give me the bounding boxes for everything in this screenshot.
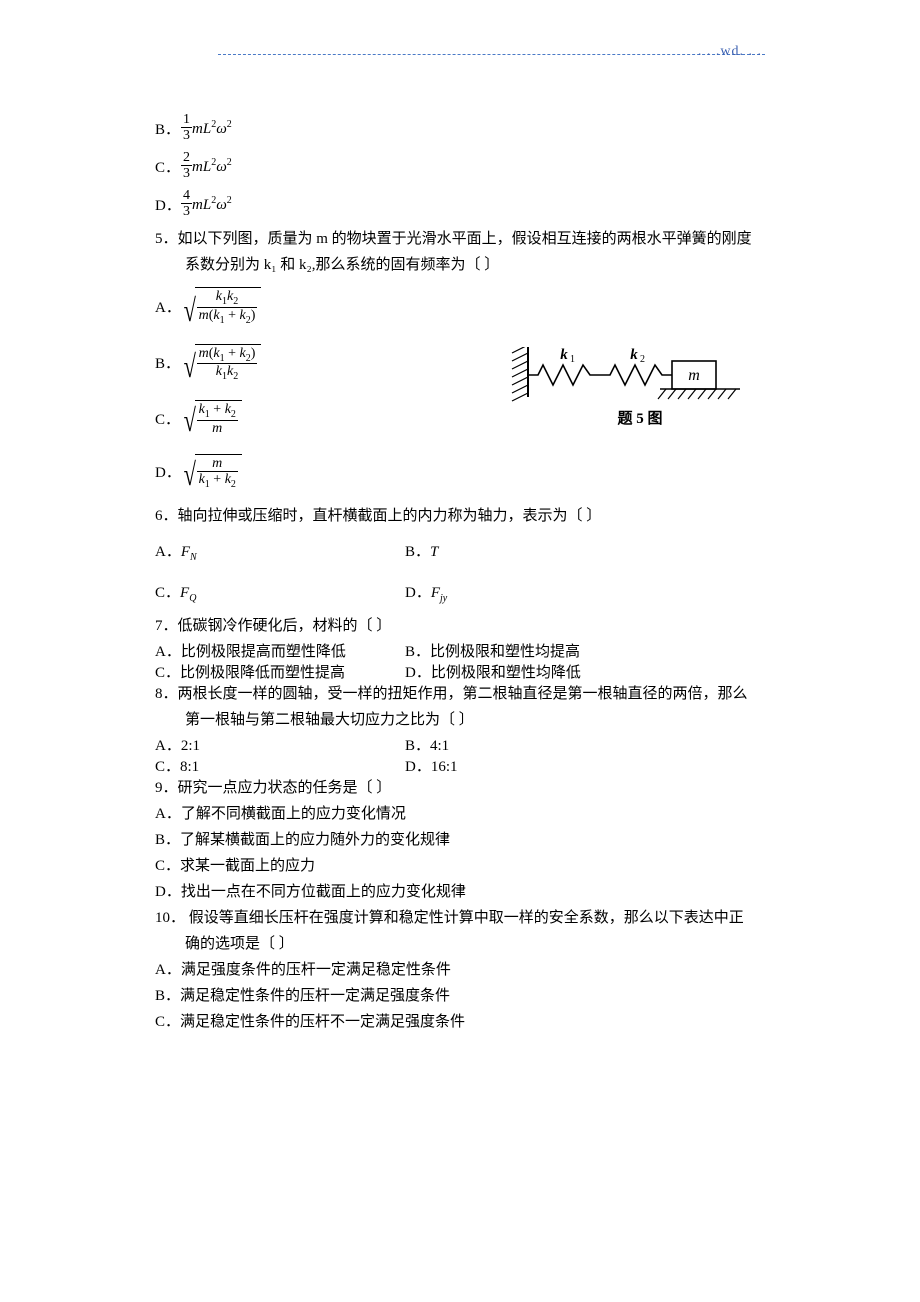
q5-option-a: A． √ k1k2 m(k1 + k2) <box>155 287 765 326</box>
header-dashed-line <box>218 54 765 55</box>
q9-option-d: D．找出一点在不同方位截面上的应力变化规律 <box>155 880 765 904</box>
q10-option-a: A．满足强度条件的压杆一定满足稳定性条件 <box>155 958 765 982</box>
q9-stem: 9．研究一点应力状态的任务是〔 〕 <box>155 776 765 800</box>
svg-text:k: k <box>560 347 568 363</box>
fraction: 4 3 <box>181 189 192 219</box>
q8-option-b: B．4:1 <box>405 734 449 755</box>
q4-option-b: B． 1 3 mL2ω2 <box>155 113 765 143</box>
option-label: C． <box>155 408 181 429</box>
q10-option-b: B．满足稳定性条件的压杆一定满足强度条件 <box>155 984 765 1008</box>
q5-diagram-caption: 题 5 图 <box>510 407 770 428</box>
page-content: B． 1 3 mL2ω2 C． 2 3 mL2ω2 D． 4 3 mL2ω2 5… <box>155 113 765 1036</box>
q6-stem: 6．轴向拉伸或压缩时，直杆横截面上的内力称为轴力，表示为〔 〕 <box>155 504 765 528</box>
fraction: 1 3 <box>181 113 192 143</box>
q5-stem-line2: 系数分别为 k₁ 和 k₂,那么系统的固有频率为〔 〕 <box>155 253 765 277</box>
q4-option-d: D． 4 3 mL2ω2 <box>155 189 765 219</box>
denominator: 3 <box>181 128 192 143</box>
numerator: k1k2 <box>197 290 258 308</box>
sqrt: √ k1 + k2 m <box>181 400 242 436</box>
q8-stem-line1: 8．两根长度一样的圆轴，受一样的扭矩作用，第二根轴直径是第一根轴直径的两倍，那么 <box>155 682 765 706</box>
header-wd-text: . . .wd. . . <box>698 44 762 60</box>
expr: mL2ω2 <box>192 157 232 176</box>
numerator: 1 <box>181 113 192 128</box>
numerator: m(k1 + k2) <box>197 347 258 365</box>
q7-row1: A．比例极限提高而塑性降低 B．比例极限和塑性均提高 <box>155 640 765 661</box>
q7-row2: C．比例极限降低而塑性提高 D．比例极限和塑性均降低 <box>155 661 765 682</box>
denominator: m(k1 + k2) <box>197 308 258 326</box>
svg-text:1: 1 <box>570 354 575 365</box>
option-label: B． <box>155 118 181 139</box>
numerator: 2 <box>181 151 192 166</box>
q4-option-c: C． 2 3 mL2ω2 <box>155 151 765 181</box>
q6-option-b: B．T <box>405 540 438 563</box>
denominator: 3 <box>181 204 192 219</box>
q5-diagram: m k 1 k 2 题 5 图 <box>510 347 770 428</box>
option-label: A． <box>155 296 181 317</box>
q6-option-a: A．FN <box>155 540 405 563</box>
denominator: k1k2 <box>197 364 258 382</box>
q7-option-a: A．比例极限提高而塑性降低 <box>155 640 405 661</box>
expr: mL2ω2 <box>192 119 232 138</box>
numerator: m <box>197 457 238 472</box>
q9-option-b: B．了解某横截面上的应力随外力的变化规律 <box>155 828 765 852</box>
q10-option-c: C．满足稳定性条件的压杆不一定满足强度条件 <box>155 1010 765 1034</box>
q8-stem-line2: 第一根轴与第二根轴最大切应力之比为〔 〕 <box>155 708 765 732</box>
denominator: 3 <box>181 166 192 181</box>
sqrt: √ m(k1 + k2) k1k2 <box>181 344 261 383</box>
option-label: D． <box>155 461 181 482</box>
numerator: 4 <box>181 189 192 204</box>
q8-option-a: A．2:1 <box>155 734 405 755</box>
sqrt: √ m k1 + k2 <box>181 454 242 490</box>
q8-row1: A．2:1 B．4:1 <box>155 734 765 755</box>
expr: mL2ω2 <box>192 195 232 214</box>
q8-option-d: D．16:1 <box>405 755 458 776</box>
option-label: B． <box>155 352 181 373</box>
q6-row2: C．FQ D．Fjy <box>155 581 765 604</box>
q7-option-b: B．比例极限和塑性均提高 <box>405 640 580 661</box>
q5-stem-line1: 5．如以下列图，质量为 m 的物块置于光滑水平面上，假设相互连接的两根水平弹簧的… <box>155 227 765 251</box>
q8-option-c: C．8:1 <box>155 755 405 776</box>
denominator: k1 + k2 <box>197 472 238 490</box>
q10-stem-line2: 确的选项是〔 〕 <box>155 932 765 956</box>
q7-option-c: C．比例极限降低而塑性提高 <box>155 661 405 682</box>
option-label: C． <box>155 156 181 177</box>
svg-text:2: 2 <box>640 354 645 365</box>
sqrt: √ k1k2 m(k1 + k2) <box>181 287 261 326</box>
numerator: k1 + k2 <box>197 403 238 421</box>
q9-option-a: A．了解不同横截面上的应力变化情况 <box>155 802 765 826</box>
fraction: 2 3 <box>181 151 192 181</box>
q7-stem: 7．低碳钢冷作硬化后，材料的〔 〕 <box>155 614 765 638</box>
q9-option-c: C．求某一截面上的应力 <box>155 854 765 878</box>
q7-option-d: D．比例极限和塑性均降低 <box>405 661 581 682</box>
q10-stem-line1: 10． 假设等直细长压杆在强度计算和稳定性计算中取一样的安全系数，那么以下表达中… <box>155 906 765 930</box>
q6-row1: A．FN B．T <box>155 540 765 563</box>
q6-option-d: D．Fjy <box>405 581 447 604</box>
svg-text:m: m <box>688 367 700 384</box>
q5-option-d: D． √ m k1 + k2 <box>155 454 765 490</box>
q6-option-c: C．FQ <box>155 581 405 604</box>
q8-row2: C．8:1 D．16:1 <box>155 755 765 776</box>
svg-text:k: k <box>630 347 638 363</box>
denominator: m <box>197 421 238 436</box>
option-label: D． <box>155 194 181 215</box>
